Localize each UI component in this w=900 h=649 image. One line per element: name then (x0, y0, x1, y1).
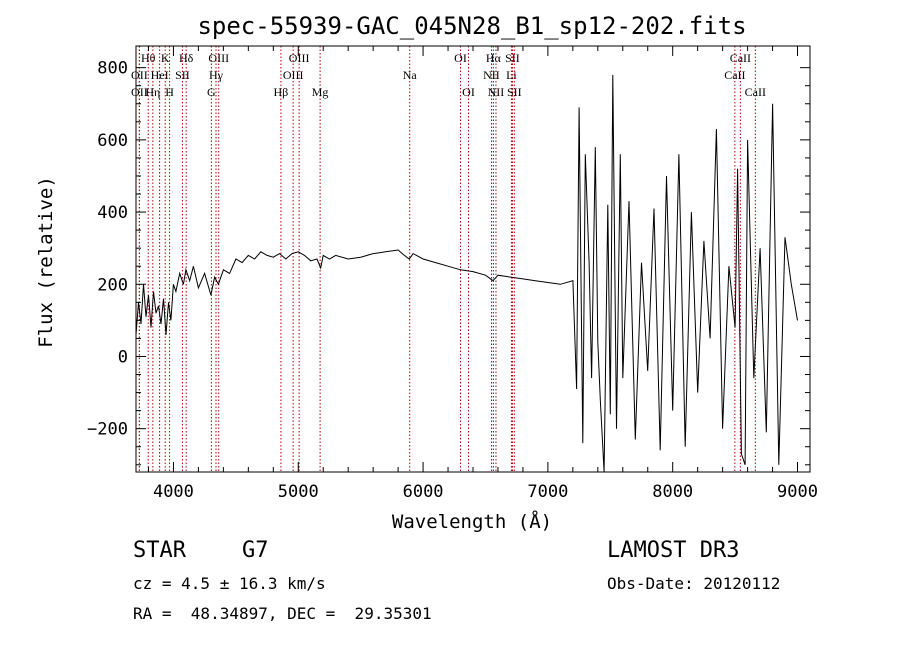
line-label: OII (131, 85, 148, 99)
line-label: Li (506, 68, 517, 82)
line-label: CaII (745, 85, 766, 99)
line-label: Na (403, 68, 418, 82)
object-class: STAR (133, 538, 186, 563)
line-label: Hδ (179, 51, 194, 65)
chart-title: spec-55939-GAC_045N28_B1_sp12-202.fits (197, 12, 746, 40)
y-tick-label: 200 (97, 275, 128, 295)
line-label: K (161, 51, 170, 65)
x-tick-label: 4000 (153, 482, 194, 502)
line-label: H (165, 85, 174, 99)
y-tick-label: −200 (87, 420, 128, 440)
y-axis-label: Flux (relative) (35, 176, 57, 348)
line-label: Hγ (209, 68, 224, 82)
line-label: Hη (145, 85, 160, 99)
series-group (135, 74, 798, 473)
y-tick-label: 0 (118, 347, 128, 367)
line-label: SII (505, 51, 520, 65)
axis-ticks: 4000 5000 6000 7000 8000 9000 −200 0 200 400 600 80… (87, 46, 818, 502)
line-label: Mg (312, 85, 329, 99)
line-label: OIII (208, 51, 229, 65)
x-axis-label: Wavelength (Å) (392, 510, 552, 533)
line-label: OIII (289, 51, 310, 65)
x-tick-label: 5000 (278, 482, 319, 502)
line-label: Hθ (141, 51, 156, 65)
x-tick-label: 8000 (652, 482, 693, 502)
x-tick-label: 9000 (777, 482, 818, 502)
redshift-cz: cz = 4.5 ± 16.3 km/s (133, 574, 326, 593)
y-tick-label: 800 (97, 59, 128, 79)
plot-frame (135, 45, 811, 473)
y-tick-label: 600 (97, 131, 128, 151)
line-label: OIII (283, 68, 304, 82)
line-label: CaII (724, 68, 745, 82)
line-label: NII (483, 68, 500, 82)
series-line (135, 74, 798, 473)
line-label: HeI (151, 68, 169, 82)
line-label: Hβ (274, 85, 289, 99)
line-label: OI (462, 85, 475, 99)
line-label: SII (507, 85, 522, 99)
observation-date: Obs-Date: 20120112 (607, 574, 781, 593)
line-label: NII (488, 85, 505, 99)
survey-name: LAMOST DR3 (607, 538, 740, 563)
y-tick-label: 400 (97, 203, 128, 223)
line-label: G (207, 85, 216, 99)
x-tick-label: 6000 (403, 482, 444, 502)
line-label: SII (175, 68, 190, 82)
line-label: CaII (730, 51, 751, 65)
line-label: OI (454, 51, 467, 65)
coordinates: RA = 48.34897, DEC = 29.35301 (133, 604, 432, 623)
line-label: Hα (486, 51, 502, 65)
x-tick-label: 7000 (527, 482, 568, 502)
spectral-subclass: G7 (242, 538, 269, 563)
